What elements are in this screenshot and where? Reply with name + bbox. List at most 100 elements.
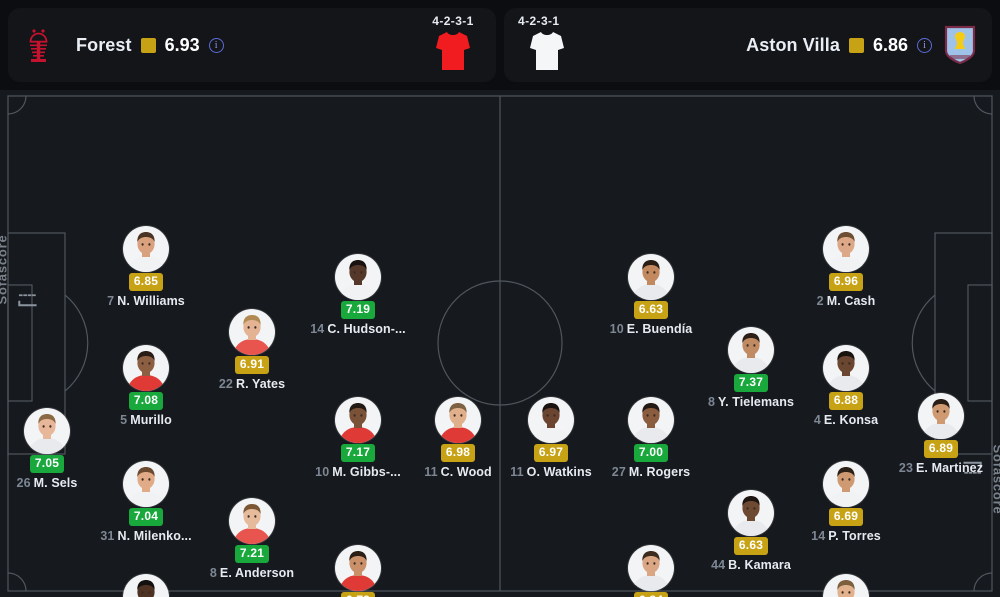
player-card[interactable]: 7.00 27 M. Rogers — [586, 397, 716, 479]
player-card[interactable]: 6.88 4 E. Konsa — [781, 345, 911, 427]
sofascore-watermark: Sofascore — [0, 234, 10, 305]
player-card[interactable]: 7.0034O. Aina — [81, 574, 211, 597]
info-icon[interactable] — [917, 37, 932, 53]
player-card[interactable]: 7.04 31 N. Milenko... — [81, 461, 211, 543]
player-card[interactable]: 6.96 2 M. Cash — [781, 226, 911, 308]
avatar — [823, 574, 869, 597]
player-card[interactable]: 7.05 26 M. Sels — [0, 408, 112, 490]
rating-badge: 6.63 — [634, 301, 668, 319]
away-formation: 4-2-3-1 — [518, 14, 560, 28]
shirt-number: 8 — [707, 395, 716, 409]
player-label: 7 N. Williams — [107, 294, 185, 308]
player-card[interactable]: 7.08 5 Murillo — [81, 345, 211, 427]
pitch: Sofascore ⎡┊ Sofascore ⎡┊ 7.05 26 M. Sels 6… — [0, 90, 1000, 597]
away-team-summary: Aston Villa 6.86 — [746, 35, 932, 56]
player-card[interactable]: 7.0412L. Digne — [781, 574, 911, 597]
shirt-number: 4 — [813, 413, 821, 427]
rating-badge: 6.69 — [829, 508, 863, 526]
shirt-number: 2 — [816, 294, 824, 308]
avatar — [335, 545, 381, 591]
avatar — [823, 226, 869, 272]
home-rating-chip — [140, 37, 156, 53]
player-label: 11 O. Watkins — [510, 465, 592, 479]
player-card[interactable]: 6.89 23 E. Martinez — [876, 393, 1000, 475]
player-label: 27 M. Rogers — [611, 465, 691, 479]
rating-badge: 6.88 — [829, 392, 863, 410]
rating-badge: 6.63 — [734, 537, 768, 555]
avatar — [823, 345, 869, 391]
player-card[interactable]: 7.21 8 E. Anderson — [187, 498, 317, 580]
player-card[interactable]: 6.85 7 N. Williams — [81, 226, 211, 308]
rating-badge: 6.89 — [924, 440, 958, 458]
shirt-number: 11 — [510, 465, 524, 479]
sofascore-logo-icon: ⎡┊ — [19, 290, 37, 308]
away-team-card[interactable]: 4-2-3-1 Aston Villa 6.86 — [504, 8, 992, 82]
shirt-number: 14 — [310, 322, 325, 336]
player-card[interactable]: 7.37 8 Y. Tielemans — [686, 327, 816, 409]
player-label: 44 B. Kamara — [711, 558, 791, 572]
home-team-card[interactable]: Forest 6.93 4-2-3-1 — [8, 8, 496, 82]
player-card[interactable]: 6.63 10 E. Buendía — [586, 254, 716, 336]
shirt-number: 11 — [424, 465, 438, 479]
player-label: 8 E. Anderson — [209, 566, 295, 580]
avatar — [728, 490, 774, 536]
away-team-name: Aston Villa — [746, 34, 840, 55]
avatar — [123, 461, 169, 507]
away-rating-chip — [848, 37, 864, 53]
jersey-icon — [433, 29, 473, 78]
player-label: 14 P. Torres — [811, 529, 881, 543]
shirt-number: 31 — [100, 529, 115, 543]
avatar — [435, 397, 481, 443]
rating-badge: 6.84 — [634, 592, 668, 597]
rating-badge: 6.96 — [829, 273, 863, 291]
shirt-number: 44 — [711, 558, 726, 572]
player-card[interactable]: 6.7920J. Silva — [293, 545, 423, 597]
player-card[interactable]: 6.98 11 C. Wood — [393, 397, 523, 479]
player-card[interactable]: 6.91 22 R. Yates — [187, 309, 317, 391]
rating-badge: 7.08 — [129, 392, 163, 410]
shirt-number: 8 — [209, 566, 217, 580]
player-label: 11 C. Wood — [424, 465, 492, 479]
shirt-number: 22 — [218, 377, 233, 391]
shirt-number: 10 — [609, 322, 624, 336]
rating-badge: 7.05 — [30, 455, 64, 473]
player-card[interactable]: 7.19 14 C. Hudson-... — [293, 254, 423, 336]
player-card[interactable]: 6.63 44 B. Kamara — [686, 490, 816, 572]
rating-badge: 6.85 — [129, 273, 163, 291]
info-icon[interactable] — [208, 37, 224, 53]
avatar — [628, 545, 674, 591]
player-card[interactable]: 6.69 14 P. Torres — [781, 461, 911, 543]
avatar — [728, 327, 774, 373]
avatar — [335, 397, 381, 443]
avatar — [123, 226, 169, 272]
shirt-number: 26 — [16, 476, 31, 490]
home-team-rating: 6.93 — [164, 34, 200, 55]
home-team-summary: Forest 6.93 — [76, 35, 224, 56]
jersey-icon — [527, 29, 567, 78]
player-card[interactable]: 6.847J. McGinn — [586, 545, 716, 597]
rating-badge: 7.21 — [235, 545, 269, 563]
avatar — [918, 393, 964, 439]
player-label: 2 M. Cash — [816, 294, 876, 308]
player-label: 4 E. Konsa — [813, 413, 879, 427]
rating-badge: 6.97 — [534, 444, 568, 462]
avatar — [229, 498, 275, 544]
shirt-number: 14 — [811, 529, 826, 543]
rating-badge: 6.91 — [235, 356, 269, 374]
shirt-number: 10 — [315, 465, 330, 479]
home-team-name: Forest — [76, 34, 132, 55]
player-label: 10 M. Gibbs-... — [315, 465, 401, 479]
avatar — [24, 408, 70, 454]
shirt-number: 23 — [898, 461, 913, 475]
player-label: 22 R. Yates — [218, 377, 286, 391]
rating-badge: 6.98 — [441, 444, 475, 462]
rating-badge: 7.00 — [634, 444, 668, 462]
avatar — [123, 574, 169, 597]
pitch-markings — [7, 95, 993, 592]
player-card[interactable]: 7.17 10 M. Gibbs-... — [293, 397, 423, 479]
match-header: Forest 6.93 4-2-3-1 4-2-3-1 — [0, 0, 1000, 90]
aston-villa-crest-icon — [944, 25, 978, 65]
player-card[interactable]: 6.97 11 O. Watkins — [486, 397, 616, 479]
avatar — [229, 309, 275, 355]
